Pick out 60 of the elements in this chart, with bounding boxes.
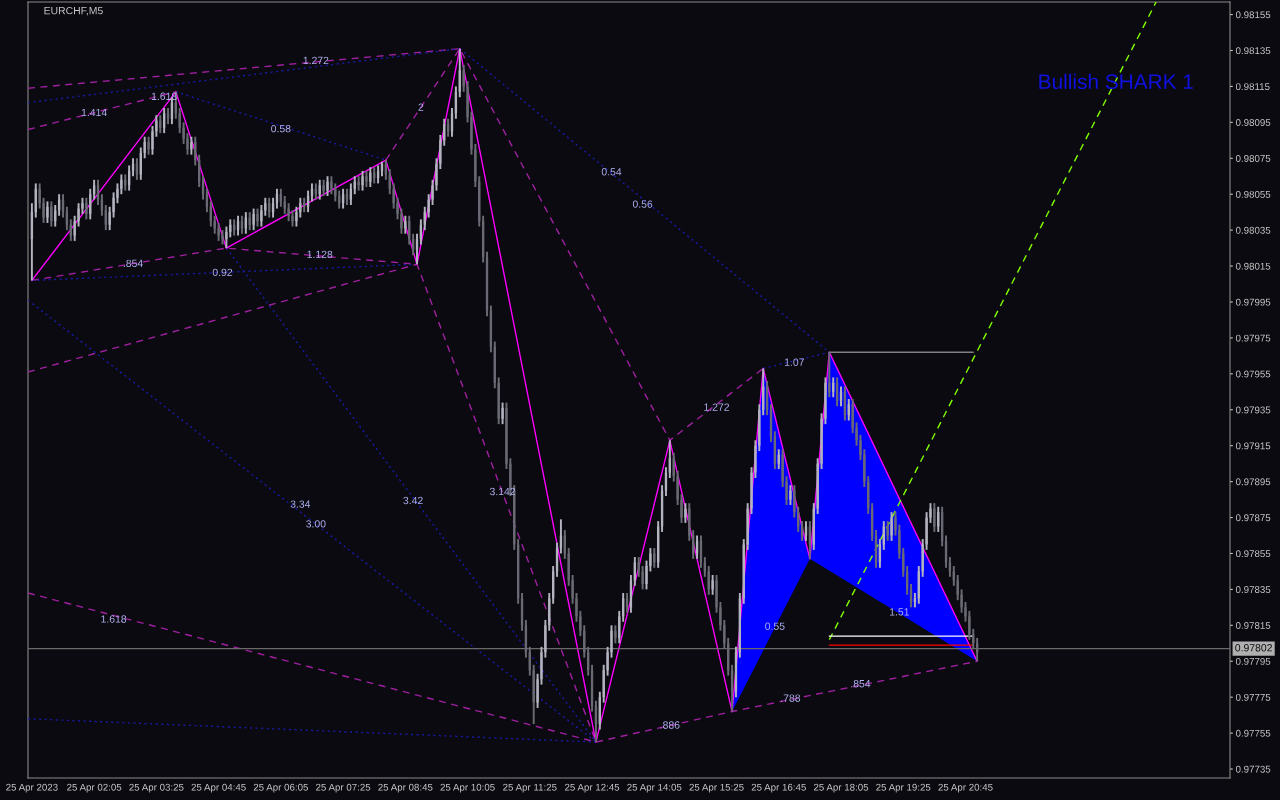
y-tick-label: 0.98035 — [1235, 226, 1271, 234]
annotation: 1.07 — [784, 358, 804, 366]
annotation: 3.34 — [290, 500, 311, 508]
y-tick-label: 0.98015 — [1235, 262, 1271, 270]
x-tick-label: 25 Apr 08:45 — [378, 783, 433, 793]
y-tick-label: 0.98155 — [1235, 11, 1271, 19]
annotation: .886 — [660, 721, 680, 729]
x-tick-label: 25 Apr 20:45 — [938, 783, 993, 793]
y-tick-label: 0.97995 — [1235, 298, 1271, 306]
annotation: 1.414 — [81, 108, 107, 117]
y-tick-label: 0.97735 — [1235, 765, 1271, 773]
x-tick-label: 25 Apr 10:05 — [440, 783, 495, 793]
y-tick-label: 0.97915 — [1235, 442, 1271, 450]
x-tick-label: 25 Apr 2023 — [6, 783, 58, 793]
y-tick-label: 0.97795 — [1235, 657, 1271, 665]
y-tick-label: 0.97815 — [1235, 622, 1271, 629]
annotation: 0.54 — [601, 168, 622, 176]
x-tick-label: 25 Apr 12:45 — [564, 783, 620, 793]
y-tick-label: 0.98135 — [1235, 47, 1271, 55]
annotation: .854 — [123, 259, 143, 268]
x-tick-label: 25 Apr 06:05 — [253, 783, 309, 793]
annotation: 3.42 — [403, 496, 423, 505]
y-tick-label: 0.97975 — [1235, 334, 1271, 342]
y-tick-label: 0.98075 — [1235, 155, 1271, 162]
annotation: 1.128 — [307, 250, 333, 259]
y-tick-label: 0.98055 — [1235, 190, 1271, 198]
x-tick-label: 25 Apr 04:45 — [191, 783, 246, 793]
annotation: 2 — [418, 103, 424, 111]
x-tick-label: 25 Apr 14:05 — [627, 783, 682, 793]
y-tick-label: 0.98095 — [1235, 119, 1271, 126]
x-tick-label: 25 Apr 18:05 — [813, 783, 869, 793]
y-tick-label: 0.97935 — [1235, 406, 1271, 414]
annotation: 1.618 — [101, 615, 127, 623]
annotation: 0.92 — [212, 268, 233, 277]
x-tick-label: 25 Apr 15:25 — [689, 783, 744, 793]
x-tick-label: 25 Apr 11:25 — [503, 783, 557, 793]
annotation: .788 — [781, 694, 801, 702]
annotation: 3.00 — [306, 520, 326, 528]
y-tick-label: 0.97895 — [1235, 478, 1271, 486]
x-tick-label: 25 Apr 02:05 — [67, 783, 122, 793]
y-tick-label: 0.97835 — [1235, 586, 1271, 594]
annotation: 0.58 — [271, 124, 291, 133]
y-tick-label: 0.97955 — [1235, 370, 1271, 378]
annotation: 0.56 — [632, 200, 653, 208]
y-tick-label: 0.97875 — [1235, 514, 1271, 522]
annotation: 1.272 — [704, 403, 730, 411]
x-tick-label: 25 Apr 16:45 — [751, 783, 806, 793]
x-tick-label: 25 Apr 19:25 — [876, 783, 931, 793]
y-tick-label: 0.97755 — [1235, 729, 1271, 737]
y-tick-label: 0.97855 — [1235, 550, 1271, 558]
x-tick-label: 25 Apr 03:25 — [129, 783, 184, 793]
chart-title: EURCHF,M5 — [44, 6, 103, 16]
y-tick-label: 0.97775 — [1235, 693, 1271, 701]
annotation: 1.272 — [303, 56, 329, 64]
y-tick-label: 0.98115 — [1235, 83, 1270, 91]
annotation: 3.142 — [489, 487, 516, 496]
x-tick-label: 25 Apr 07:25 — [316, 783, 371, 793]
annotation: Bullish SHARK 1 — [1039, 73, 1193, 90]
ref-line-label: 0.97802 — [1235, 644, 1272, 652]
annotation: .854 — [851, 680, 871, 688]
